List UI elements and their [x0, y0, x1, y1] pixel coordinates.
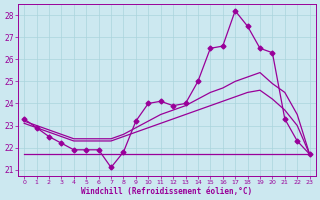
X-axis label: Windchill (Refroidissement éolien,°C): Windchill (Refroidissement éolien,°C)	[81, 187, 252, 196]
